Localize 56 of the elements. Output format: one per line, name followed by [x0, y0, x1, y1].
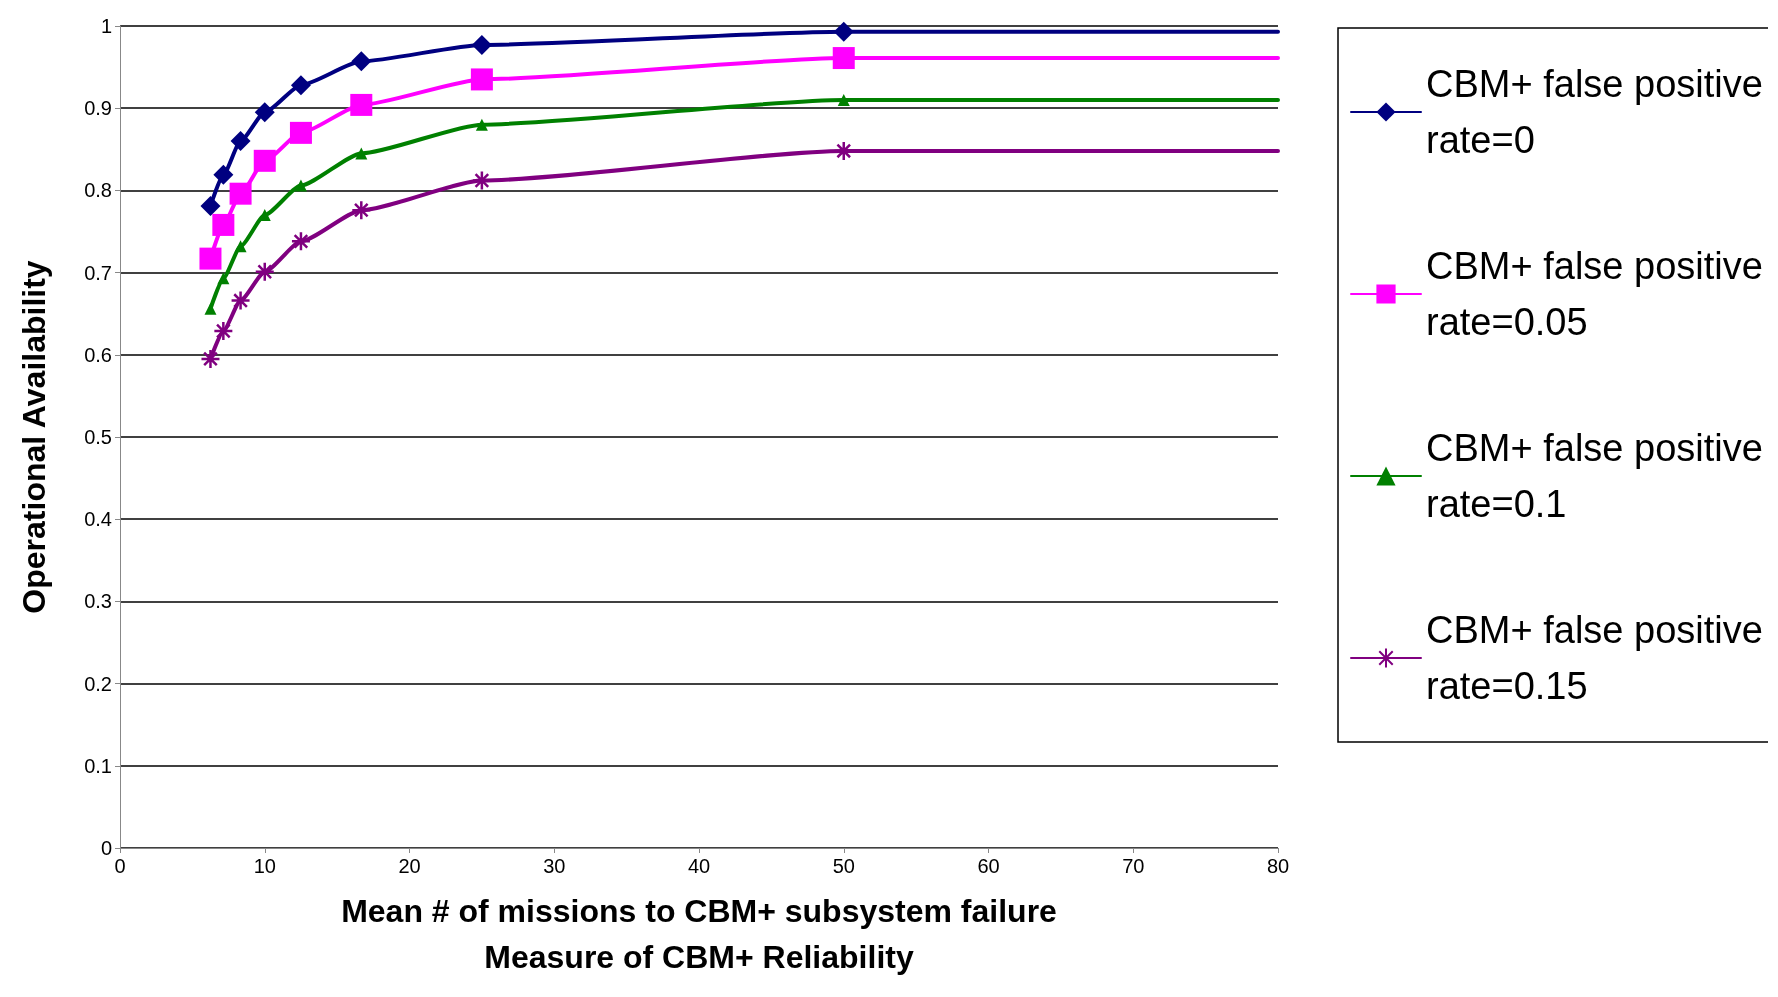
- point: [229, 182, 252, 205]
- point: [212, 213, 235, 236]
- y-tick-label: 0: [100, 837, 112, 859]
- x-tick-label: 30: [543, 855, 566, 877]
- point: [230, 290, 251, 311]
- x-tick-label: 0: [114, 855, 126, 877]
- legend-label: CBM+ false positive rate=0: [1426, 63, 1774, 161]
- point: [230, 131, 251, 152]
- point: [200, 196, 221, 217]
- y-tick-label: 0.5: [84, 426, 112, 448]
- point: [471, 34, 492, 55]
- point: [213, 164, 234, 185]
- y-tick-label: 0.4: [84, 508, 112, 531]
- point: [254, 102, 275, 123]
- x-tick-label: 40: [687, 855, 711, 877]
- legend-label: CBM+ false positive rate=0.15: [1426, 609, 1774, 707]
- point: [294, 179, 307, 192]
- point: [213, 320, 234, 342]
- point: [470, 68, 493, 91]
- point: [204, 302, 217, 315]
- point: [355, 147, 368, 160]
- y-tick-label: 1: [100, 15, 112, 37]
- x-axis-title: Mean # of missions to CBM+ subsystem failure Measure of CBM+ Reliability: [341, 893, 1057, 975]
- point: [200, 348, 221, 370]
- point: [254, 261, 275, 283]
- point: [290, 75, 311, 96]
- legend-label: CBM+ false positive rate=0.1: [1426, 427, 1774, 525]
- point: [234, 240, 247, 253]
- y-tick-label: 0.3: [84, 590, 112, 613]
- x-tick-label: 20: [398, 855, 421, 877]
- x-tick-label: 70: [1122, 855, 1145, 877]
- point: [351, 199, 372, 221]
- point: [833, 21, 854, 42]
- point: [217, 272, 230, 285]
- point: [837, 93, 850, 106]
- x-tick-label: 60: [977, 855, 1000, 877]
- y-axis-title: Operational Availability: [16, 260, 52, 614]
- x-tick-label: 80: [1266, 855, 1290, 877]
- x-tick-label: 50: [832, 855, 855, 877]
- y-tick-label: 0.6: [84, 343, 112, 366]
- point: [832, 47, 855, 70]
- y-tick-label: 0.9: [84, 97, 112, 120]
- legend-label: CBM+ false positive rate=0.05: [1426, 245, 1774, 343]
- y-tick-label: 0.7: [84, 261, 112, 284]
- x-tick-label: 10: [253, 855, 276, 877]
- point: [475, 118, 488, 131]
- point: [350, 93, 373, 116]
- point: [199, 247, 222, 270]
- y-tick-label: 0.2: [84, 672, 112, 695]
- y-tick-label: 0.1: [84, 754, 112, 777]
- point: [290, 231, 312, 252]
- point: [833, 140, 854, 162]
- point: [253, 149, 276, 172]
- y-tick-label: 0.8: [84, 179, 112, 202]
- point: [289, 121, 312, 144]
- point: [351, 51, 372, 72]
